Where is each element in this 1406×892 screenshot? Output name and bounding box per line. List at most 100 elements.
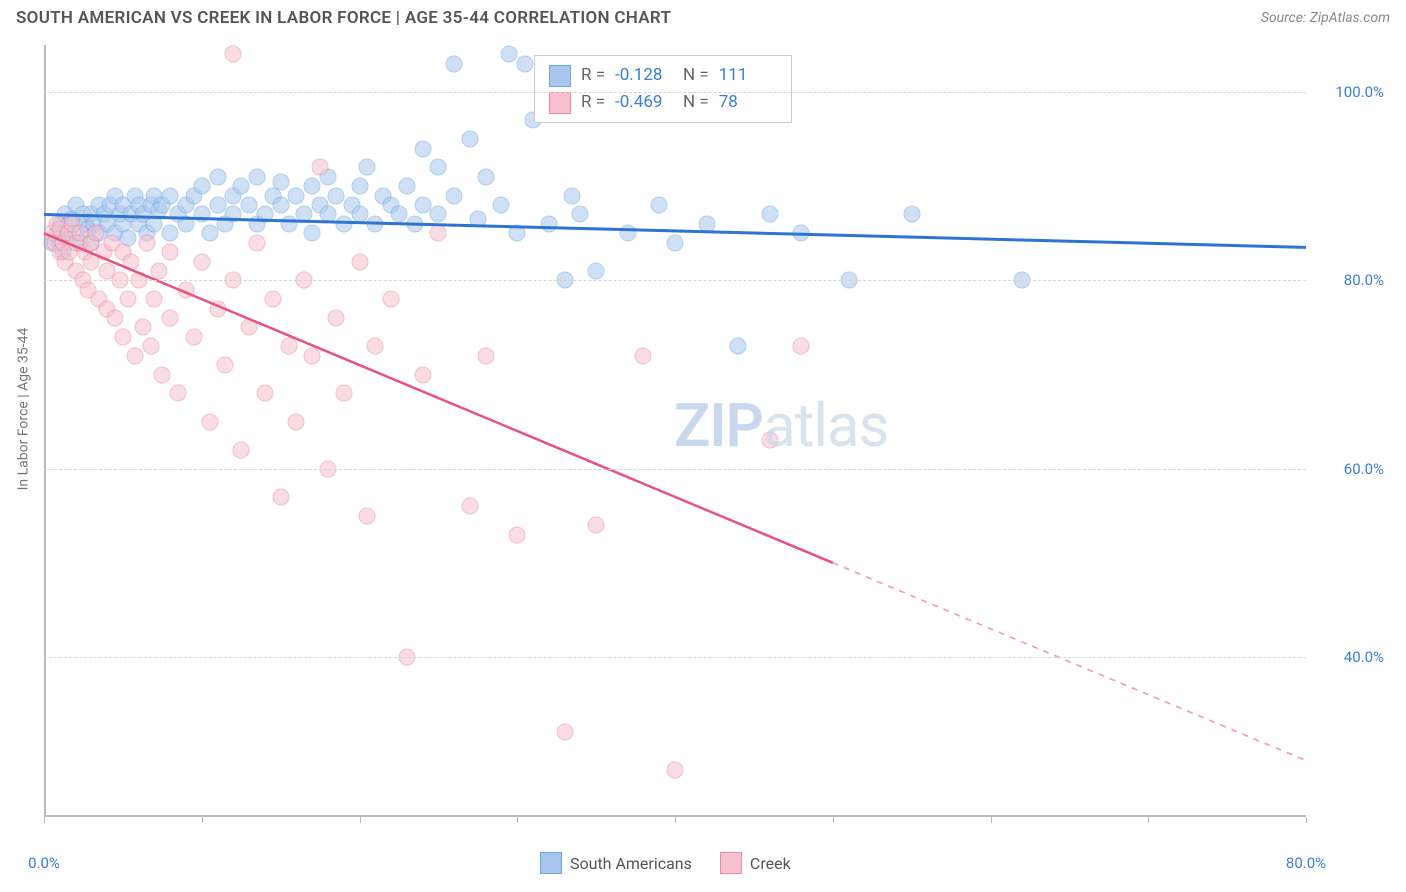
data-point	[312, 159, 329, 176]
r-label: R =	[581, 89, 605, 116]
data-point	[588, 262, 605, 279]
data-point	[151, 262, 168, 279]
data-point	[430, 225, 447, 242]
data-point	[367, 338, 384, 355]
r-label: R =	[581, 62, 605, 89]
data-point	[477, 347, 494, 364]
data-point	[241, 197, 258, 214]
data-point	[138, 234, 155, 251]
data-point	[430, 159, 447, 176]
data-point	[106, 310, 123, 327]
data-point	[430, 206, 447, 223]
data-point	[296, 206, 313, 223]
data-point	[162, 187, 179, 204]
data-point	[248, 234, 265, 251]
legend-swatch	[549, 65, 571, 87]
data-point	[359, 507, 376, 524]
series-name: Creek	[750, 854, 791, 873]
legend-swatch	[549, 92, 571, 114]
data-point	[414, 140, 431, 157]
data-point	[367, 215, 384, 232]
data-point	[414, 366, 431, 383]
data-point	[635, 347, 652, 364]
data-point	[540, 215, 557, 232]
data-point	[143, 338, 160, 355]
data-point	[201, 225, 218, 242]
data-point	[170, 385, 187, 402]
plot-area	[44, 45, 1306, 817]
data-point	[119, 291, 136, 308]
data-point	[903, 206, 920, 223]
data-point	[351, 178, 368, 195]
data-point	[501, 46, 518, 63]
data-point	[564, 187, 581, 204]
x-tick	[44, 817, 45, 823]
series-legend: South Americans Creek	[540, 852, 791, 874]
data-point	[114, 328, 131, 345]
data-point	[304, 225, 321, 242]
chart-area: ZIPatlas R =-0.128N =111R =-0.469N =78 4…	[44, 45, 1306, 817]
data-point	[288, 413, 305, 430]
data-point	[177, 281, 194, 298]
legend-row: R =-0.128N =111	[549, 62, 777, 89]
data-point	[469, 211, 486, 228]
x-tick	[1148, 817, 1149, 823]
data-point	[327, 310, 344, 327]
data-point	[351, 253, 368, 270]
grid-line	[44, 657, 1306, 658]
source-attribution: Source: ZipAtlas.com	[1261, 10, 1390, 26]
data-point	[390, 206, 407, 223]
data-point	[761, 432, 778, 449]
data-point	[509, 225, 526, 242]
x-tick	[360, 817, 361, 823]
data-point	[327, 187, 344, 204]
data-point	[88, 225, 105, 242]
data-point	[264, 291, 281, 308]
data-point	[359, 159, 376, 176]
x-tick-label: 80.0%	[1286, 854, 1326, 872]
data-point	[288, 187, 305, 204]
data-point	[335, 215, 352, 232]
data-point	[185, 328, 202, 345]
data-point	[162, 225, 179, 242]
data-point	[572, 206, 589, 223]
y-tick-label: 80.0%	[1344, 271, 1384, 289]
data-point	[406, 215, 423, 232]
data-point	[446, 55, 463, 72]
data-point	[233, 441, 250, 458]
data-point	[256, 206, 273, 223]
y-tick-label: 100.0%	[1335, 83, 1384, 101]
data-point	[248, 168, 265, 185]
x-tick	[675, 817, 676, 823]
chart-title: SOUTH AMERICAN VS CREEK IN LABOR FORCE |…	[16, 8, 671, 28]
data-point	[461, 131, 478, 148]
data-point	[193, 178, 210, 195]
legend-item: South Americans	[540, 852, 692, 874]
grid-line	[44, 469, 1306, 470]
data-point	[201, 413, 218, 430]
data-point	[135, 319, 152, 336]
legend-swatch	[720, 852, 742, 874]
data-point	[272, 173, 289, 190]
data-point	[122, 253, 139, 270]
data-point	[127, 347, 144, 364]
x-tick	[517, 817, 518, 823]
data-point	[209, 197, 226, 214]
legend-item: Creek	[720, 852, 791, 874]
y-axis-label: In Labor Force | Age 35-44	[15, 327, 31, 490]
r-value: -0.469	[615, 89, 673, 116]
data-point	[177, 215, 194, 232]
data-point	[233, 178, 250, 195]
data-point	[280, 215, 297, 232]
data-point	[793, 338, 810, 355]
legend-row: R =-0.469N =78	[549, 89, 777, 116]
data-point	[209, 168, 226, 185]
n-value: 111	[719, 62, 777, 89]
data-point	[193, 253, 210, 270]
data-point	[619, 225, 636, 242]
data-point	[398, 178, 415, 195]
data-point	[272, 197, 289, 214]
data-point	[517, 55, 534, 72]
data-point	[319, 206, 336, 223]
n-value: 78	[719, 89, 777, 116]
